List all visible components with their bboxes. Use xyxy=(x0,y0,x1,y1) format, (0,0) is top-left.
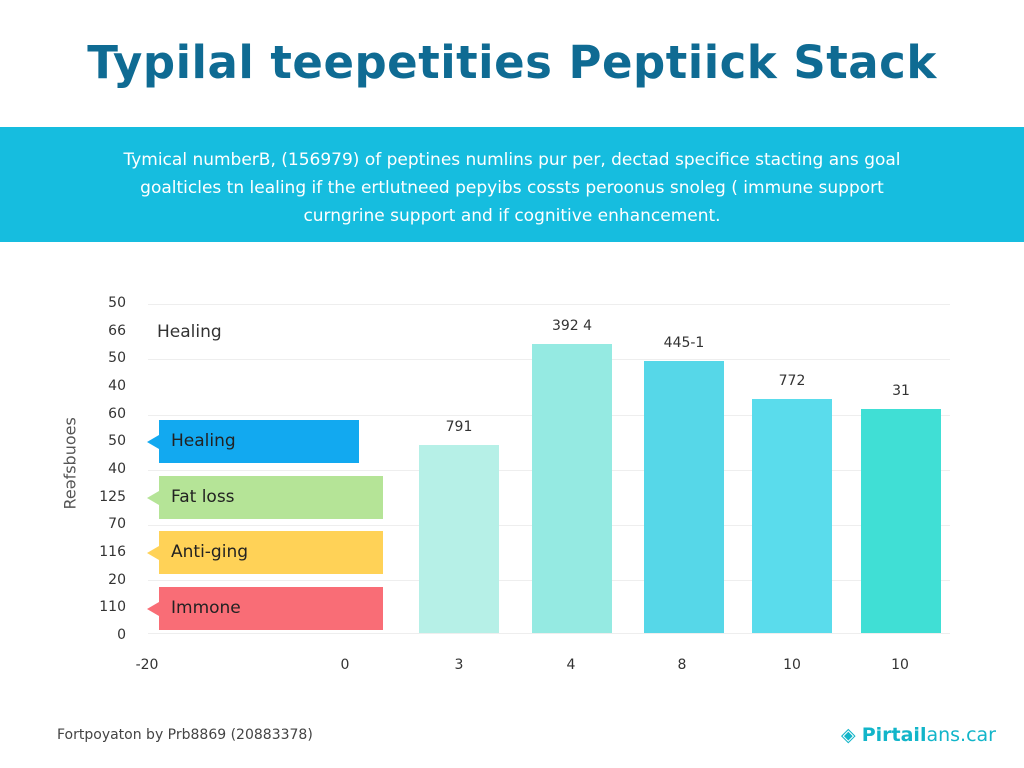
y-tick-label: 66 xyxy=(108,322,126,339)
category-bar: Anti-ging xyxy=(147,531,383,574)
gridline xyxy=(148,304,950,305)
y-tick-label: 116 xyxy=(99,544,126,560)
category-label: Anti-ging xyxy=(171,542,249,562)
brand-name-rest: ans.car xyxy=(926,724,996,746)
category-label: Immone xyxy=(171,598,241,618)
y-tick-label: 125 xyxy=(99,488,126,505)
bar-pointer xyxy=(147,602,159,616)
bar-pointer xyxy=(147,435,159,449)
bar-pointer xyxy=(147,546,159,560)
bar-value-label: 772 xyxy=(778,373,806,390)
diamond-logo-icon: ◈ xyxy=(841,724,856,746)
bar-pointer xyxy=(147,491,159,505)
chart-title: Typilal teepetities Peptiick Stack xyxy=(87,36,937,89)
annotation-label: Healing xyxy=(157,322,222,342)
x-tick-label: 3 xyxy=(454,657,464,673)
brand-logo: ◈ Pirtailans.car xyxy=(841,724,996,746)
footer-credit: Fortpoyaton by Prb8869 (20883378) xyxy=(57,727,313,743)
y-tick-label: 0 xyxy=(117,627,126,643)
bar xyxy=(419,444,499,633)
y-tick-label: 50 xyxy=(108,433,126,450)
bar-value-label: 31 xyxy=(892,382,910,399)
y-tick-label: 70 xyxy=(108,516,126,533)
brand-name-bold: Pirtail xyxy=(861,724,927,746)
bar-value-label: 392 4 xyxy=(551,317,593,334)
subtitle-line: goalticles tn lealing if the ertlutneed … xyxy=(140,178,884,198)
y-tick-label: 50 xyxy=(108,295,126,311)
y-axis-label: Reǝfsbuoes xyxy=(60,417,80,510)
bar xyxy=(861,408,941,633)
bar xyxy=(532,343,612,633)
gridline xyxy=(148,633,950,634)
subtitle-line: curngrine support and if cognitive enhan… xyxy=(303,206,721,226)
subtitle-line: Tymical numberB, (156979) of peptines nu… xyxy=(123,150,901,170)
y-tick-label: 50 xyxy=(108,350,126,367)
y-tick-label: 60 xyxy=(108,405,126,422)
x-tick-label: -20 xyxy=(135,657,159,673)
y-tick-label: 40 xyxy=(108,378,126,394)
category-bar: Healing xyxy=(147,420,359,463)
bar-value-label: 791 xyxy=(445,418,473,435)
category-bar: Immone xyxy=(147,587,383,630)
bar xyxy=(644,361,724,633)
y-tick-label: 20 xyxy=(108,571,126,588)
subtitle: Tymical numberB, (156979) of peptines nu… xyxy=(0,146,1024,230)
x-tick-label: 10 xyxy=(783,657,801,673)
x-tick-label: 4 xyxy=(566,657,576,673)
category-label: Healing xyxy=(171,431,236,451)
x-tick-label: 8 xyxy=(677,657,687,673)
x-tick-label: 0 xyxy=(340,657,350,673)
subtitle-banner: Tymical numberB, (156979) of peptines nu… xyxy=(0,127,1024,242)
category-bar: Fat loss xyxy=(147,476,383,519)
bar xyxy=(752,399,832,633)
y-tick-label: 110 xyxy=(99,599,126,616)
bar-value-label: 445-1 xyxy=(663,335,705,352)
category-label: Fat loss xyxy=(171,487,235,507)
x-tick-label: 10 xyxy=(891,657,909,673)
y-tick-label: 40 xyxy=(108,461,126,477)
